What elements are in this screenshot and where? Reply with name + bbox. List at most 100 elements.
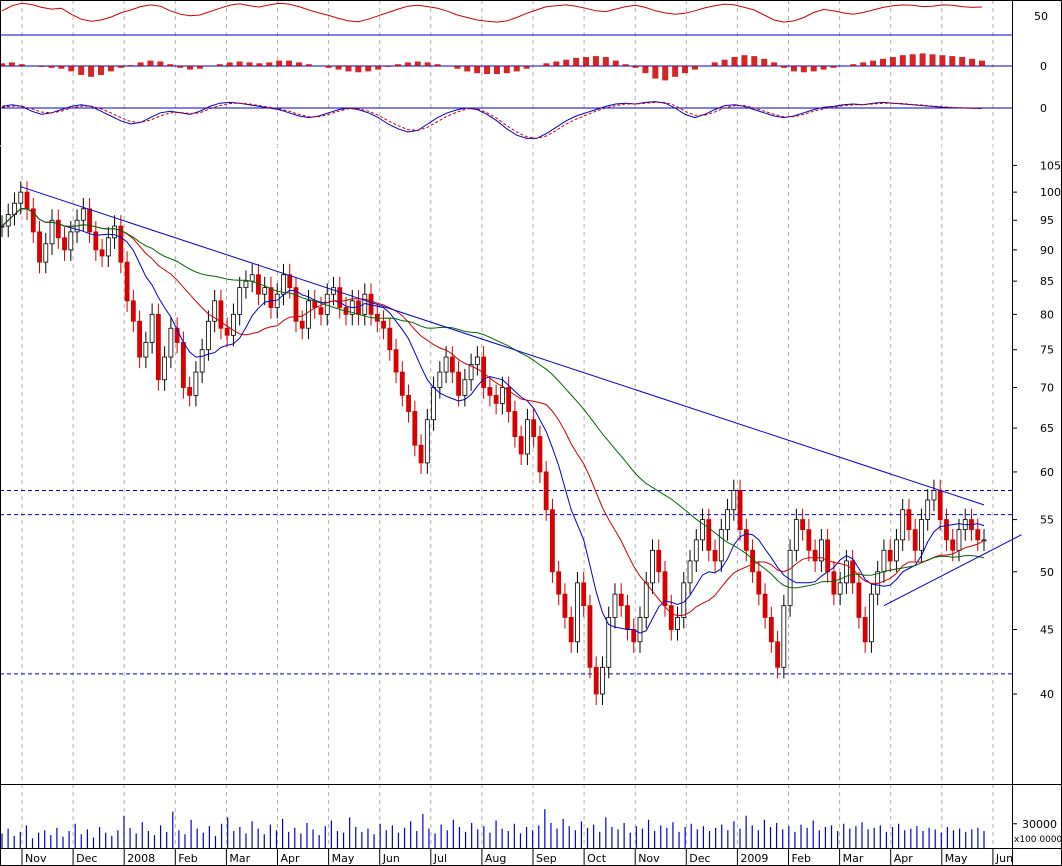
candle-body — [262, 287, 268, 295]
histogram-bar — [127, 65, 134, 66]
candle-body — [643, 582, 649, 618]
candle-body — [568, 617, 574, 643]
histogram-bar — [691, 66, 698, 70]
histogram-bar — [573, 57, 580, 66]
histogram-bar — [899, 55, 906, 66]
candle-body — [174, 327, 180, 343]
grid-lines — [21, 0, 994, 848]
candle-body — [299, 320, 305, 329]
candle-body — [18, 191, 24, 204]
candle-body — [906, 509, 912, 531]
candle-body — [731, 490, 737, 511]
histogram-bar — [474, 66, 481, 74]
histogram-bar — [523, 66, 530, 69]
histogram-bar — [167, 64, 174, 66]
histogram-bar — [385, 66, 392, 67]
candle-body — [187, 387, 193, 396]
histogram-bar — [464, 66, 471, 72]
candle-body — [318, 307, 324, 315]
candle-body — [199, 349, 205, 373]
candle-body — [700, 519, 705, 541]
volume-unit-label: x100 0000 — [1014, 835, 1062, 845]
histogram-bar — [583, 57, 590, 66]
candle-body — [944, 519, 949, 541]
candle-body — [550, 509, 555, 573]
histogram-bar — [147, 60, 154, 66]
x-tick-label: Nov — [638, 852, 660, 865]
candle-body — [837, 582, 843, 595]
histogram-panel — [0, 53, 1012, 81]
candle-body — [800, 519, 806, 531]
histogram-bar — [117, 66, 124, 68]
candle-body — [293, 287, 299, 322]
x-tick-label: Dec — [689, 852, 710, 865]
candle-body — [850, 560, 856, 584]
candle-body — [80, 208, 86, 221]
candle-body — [449, 356, 455, 373]
x-tick-label: Jun — [382, 852, 400, 865]
candle-body — [843, 560, 849, 584]
candle-body — [337, 287, 343, 308]
candle-body — [612, 593, 618, 618]
histogram-bar — [682, 66, 689, 74]
histogram-bar — [137, 62, 144, 66]
candle-body — [462, 379, 468, 396]
histogram-bar — [880, 58, 887, 66]
histogram-bar — [939, 55, 946, 66]
histogram-bar — [731, 57, 738, 66]
x-tick-label: 2008 — [127, 852, 155, 865]
histogram-bar — [404, 62, 411, 66]
candle-body — [668, 605, 674, 630]
candle-body — [781, 605, 787, 668]
price-tick-label: 45 — [1040, 623, 1054, 636]
candle-body — [274, 293, 280, 308]
candle-body — [531, 419, 537, 437]
candle-body — [180, 342, 186, 388]
candle-body — [856, 582, 862, 618]
trendline — [883, 534, 1022, 607]
histogram-bar — [187, 66, 194, 70]
histogram-bar — [8, 62, 15, 66]
x-tick-label: Feb — [792, 852, 811, 865]
moving-average-line — [1, 208, 985, 617]
candle-body — [162, 356, 168, 381]
candle-body — [49, 219, 55, 245]
histogram-bar — [157, 61, 164, 66]
histogram-bar — [0, 63, 5, 66]
x-tick-label: Apr — [281, 852, 301, 865]
candle-body — [24, 191, 30, 210]
histogram-bar — [781, 66, 788, 68]
candle-body — [249, 274, 255, 282]
histogram-bar — [365, 66, 372, 72]
histogram-bar — [870, 60, 877, 66]
candle-body — [919, 519, 924, 551]
histogram-bar — [543, 63, 550, 66]
price-tick-label: 65 — [1040, 422, 1054, 435]
histogram-bar — [612, 60, 619, 66]
histogram-bar — [929, 54, 936, 66]
histogram-bar — [721, 59, 728, 66]
histogram-bar — [196, 66, 203, 69]
candle-body — [743, 529, 749, 551]
histogram-bar — [58, 66, 65, 69]
candle-body — [593, 666, 599, 695]
candle-body — [43, 243, 49, 263]
x-tick-label: Sep — [536, 852, 557, 865]
candle-body — [793, 519, 799, 551]
candle-body — [306, 300, 311, 329]
histogram-bar — [513, 66, 520, 72]
histogram-bar — [949, 56, 956, 66]
candle-body — [693, 539, 699, 562]
candle-body — [912, 529, 918, 551]
histogram-bar — [642, 66, 649, 74]
candle-body — [650, 549, 655, 584]
histogram-bar — [177, 66, 184, 68]
histogram-bar — [602, 57, 609, 66]
candle-body — [581, 582, 587, 607]
histogram-bar — [979, 60, 985, 66]
candle-body — [424, 419, 430, 464]
histogram-bar — [454, 66, 461, 69]
candle-body — [975, 529, 981, 541]
candle-body — [137, 320, 143, 358]
candle-body — [412, 411, 418, 446]
